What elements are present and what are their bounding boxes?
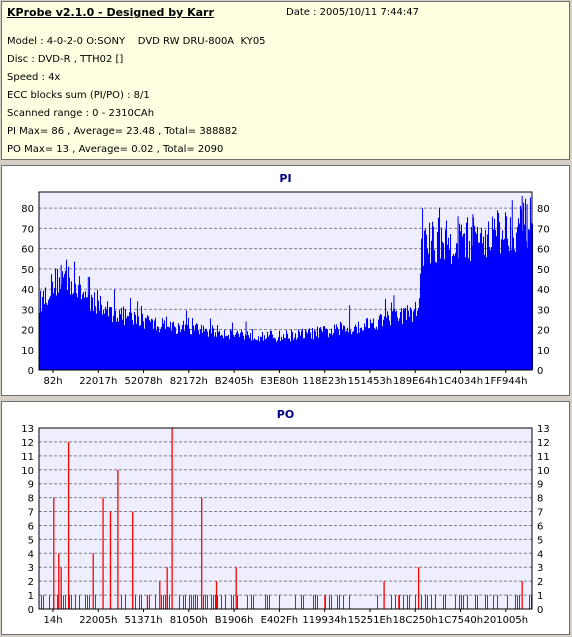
po-x-tick-label: E402Fh bbox=[261, 615, 299, 626]
po-y-tick-left: 0 bbox=[28, 605, 34, 616]
pi-y-tick-left: 60 bbox=[21, 245, 34, 256]
po-y-tick-left: 1 bbox=[28, 591, 34, 602]
pi-chart: PI 0 0 10 10 20 20 30 30 40 40 50 50 60 60 70 70 80 80 82h 2… bbox=[21, 172, 550, 387]
po-y-tick-right: 0 bbox=[537, 605, 543, 616]
po-y-tick-left: 7 bbox=[28, 508, 34, 519]
pi-x-tick-label: B2405h bbox=[215, 376, 254, 387]
po-y-tick-left: 12 bbox=[21, 438, 34, 449]
po-x-tick-label: 201005h bbox=[484, 615, 529, 626]
pi-y-tick-right: 20 bbox=[537, 326, 550, 337]
pi-y-tick-left: 30 bbox=[21, 305, 34, 316]
pi-y-tick-right: 60 bbox=[537, 245, 550, 256]
pi-y-tick-right: 10 bbox=[537, 346, 550, 357]
po-x-tick-label: B1906h bbox=[215, 615, 254, 626]
pi-y-tick-left: 50 bbox=[21, 265, 34, 276]
po-y-tick-right: 2 bbox=[537, 577, 543, 588]
po-plot-area bbox=[39, 428, 532, 609]
info-panel: KProbe v2.1.0 - Designed by Karr Date : … bbox=[1, 1, 570, 160]
po-y-tick-right: 7 bbox=[537, 508, 543, 519]
po-y-tick-left: 6 bbox=[28, 521, 34, 532]
po-y-tick-right: 1 bbox=[537, 591, 543, 602]
po-stats-line: PO Max= 13 , Average= 0.02 , Total= 2090 bbox=[7, 144, 224, 155]
pi-x-tick-label: 52078h bbox=[124, 376, 162, 387]
po-y-tick-left: 3 bbox=[28, 563, 34, 574]
model-line: Model : 4-0-2-0 O:SONY DVD RW DRU-800A K… bbox=[7, 36, 266, 47]
po-y-tick-right: 9 bbox=[537, 480, 543, 491]
po-x-tick-label: 119934h bbox=[302, 615, 347, 626]
po-y-tick-left: 2 bbox=[28, 577, 34, 588]
ecc-line: ECC blocks sum (PI/PO) : 8/1 bbox=[7, 90, 150, 101]
speed-line: Speed : 4x bbox=[7, 72, 61, 83]
pi-y-tick-left: 70 bbox=[21, 224, 34, 235]
po-y-tick-right: 6 bbox=[537, 521, 543, 532]
po-y-tick-left: 11 bbox=[21, 452, 34, 463]
pi-plot-border bbox=[38, 191, 533, 371]
po-y-tick-right: 4 bbox=[537, 549, 543, 560]
pi-y-tick-left: 0 bbox=[28, 366, 34, 377]
pi-y-tick-left: 10 bbox=[21, 346, 34, 357]
po-y-tick-right: 10 bbox=[537, 466, 550, 477]
po-chart-panel: PO 0 0 1 1 2 2 3 3 4 4 5 5 6 6 7 7 8 8 9 9 10 10 11 11 12 12 13 13 14… bbox=[1, 401, 570, 635]
pi-y-tick-right: 30 bbox=[537, 305, 550, 316]
pi-y-tick-left: 80 bbox=[21, 204, 34, 215]
po-x-tick-label: 22005h bbox=[79, 615, 117, 626]
pi-x-tick-label: 1C4034h bbox=[438, 376, 483, 387]
scanned-range-line: Scanned range : 0 - 2310CAh bbox=[7, 108, 155, 119]
po-y-tick-right: 12 bbox=[537, 438, 550, 449]
po-y-tick-right: 8 bbox=[537, 494, 543, 505]
pi-x-tick-label: 189E64h bbox=[393, 376, 437, 387]
po-x-tick-label: 1C7540h bbox=[438, 615, 483, 626]
po-y-tick-right: 5 bbox=[537, 535, 543, 546]
pi-chart-panel: PI 0 0 10 10 20 20 30 30 40 40 50 50 60 60 70 70 80 80 82h 2… bbox=[1, 165, 570, 396]
po-y-tick-right: 3 bbox=[537, 563, 543, 574]
pi-y-tick-right: 70 bbox=[537, 224, 550, 235]
pi-stats-line: PI Max= 86 , Average= 23.48 , Total= 388… bbox=[7, 126, 238, 137]
po-y-tick-left: 13 bbox=[21, 424, 34, 435]
pi-x-tick-label: 151453h bbox=[348, 376, 393, 387]
po-chart-title: PO bbox=[277, 408, 294, 421]
app-title: KProbe v2.1.0 - Designed by Karr bbox=[7, 6, 214, 19]
po-x-tick-label: 81050h bbox=[170, 615, 208, 626]
pi-y-tick-left: 20 bbox=[21, 326, 34, 337]
po-y-tick-right: 11 bbox=[537, 452, 550, 463]
po-data-series bbox=[41, 428, 532, 609]
pi-x-tick-label: 118E23h bbox=[302, 376, 346, 387]
po-y-tick-left: 9 bbox=[28, 480, 34, 491]
po-plot-border bbox=[38, 427, 533, 610]
pi-x-tick-label: 82h bbox=[43, 376, 62, 387]
pi-x-tick-label: 82172h bbox=[170, 376, 208, 387]
pi-chart-title: PI bbox=[279, 172, 291, 185]
po-x-tick-label: 14h bbox=[43, 615, 62, 626]
pi-y-tick-right: 40 bbox=[537, 285, 550, 296]
pi-x-tick-label: E3E80h bbox=[260, 376, 298, 387]
po-y-tick-left: 5 bbox=[28, 535, 34, 546]
scan-date: Date : 2005/10/11 7:44:47 bbox=[286, 7, 419, 18]
pi-x-tick-label: 22017h bbox=[79, 376, 117, 387]
po-y-tick-left: 4 bbox=[28, 549, 34, 560]
pi-y-tick-right: 0 bbox=[537, 366, 543, 377]
po-x-tick-label: 15251Eh bbox=[348, 615, 392, 626]
pi-y-tick-right: 50 bbox=[537, 265, 550, 276]
pi-x-tick-label: 1FF944h bbox=[484, 376, 527, 387]
pi-y-tick-left: 40 bbox=[21, 285, 34, 296]
po-x-tick-label: 51371h bbox=[124, 615, 162, 626]
po-x-tick-label: 18C250h bbox=[393, 615, 438, 626]
po-y-tick-left: 10 bbox=[21, 466, 34, 477]
pi-y-tick-right: 80 bbox=[537, 204, 550, 215]
po-y-tick-right: 13 bbox=[537, 424, 550, 435]
po-y-tick-left: 8 bbox=[28, 494, 34, 505]
disc-line: Disc : DVD-R , TTH02 [] bbox=[7, 54, 124, 65]
